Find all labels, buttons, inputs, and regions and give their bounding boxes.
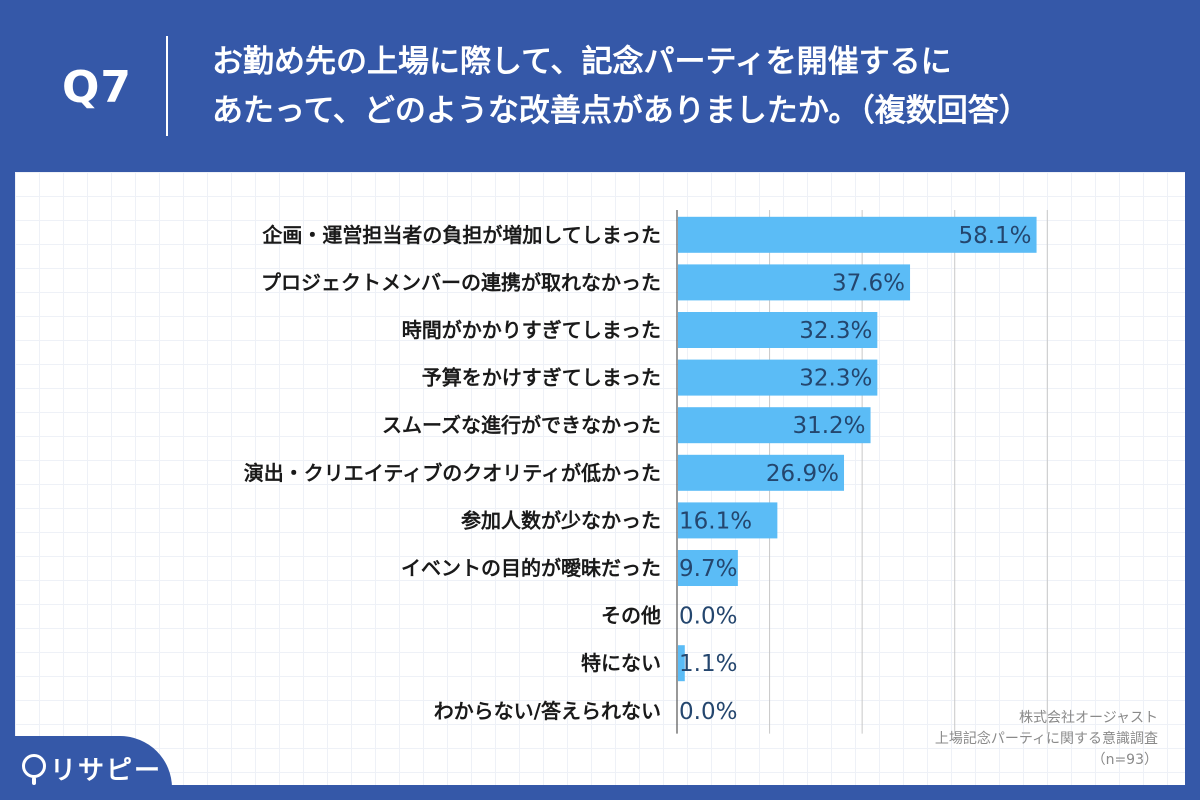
category-label: プロジェクトメンバーの連携が取れなかった [261, 270, 661, 294]
brand-logo: リサピー [0, 736, 172, 800]
value-label: 0.0% [679, 604, 737, 630]
category-label: わからない/答えられない [434, 699, 661, 723]
value-label: 58.1% [958, 223, 1031, 249]
source-company: 株式会社オージャスト [1018, 710, 1158, 726]
bar [678, 550, 738, 586]
header-divider [166, 36, 168, 136]
value-label: 9.7% [679, 556, 737, 582]
value-label: 16.1% [679, 508, 752, 534]
category-label: 予算をかけすぎてしまった [422, 366, 661, 390]
logo-text: リサピー [50, 756, 163, 786]
value-label: 1.1% [679, 651, 737, 677]
category-label: その他 [601, 604, 661, 628]
category-label: イベントの目的が曖昧だった [401, 556, 661, 580]
question-line-2: あたって、どのような改善点がありましたか。（複数回答） [212, 93, 1030, 129]
bar [678, 359, 878, 396]
value-label: 31.2% [792, 413, 865, 439]
category-label: 特にない [581, 651, 661, 675]
bar [678, 645, 685, 682]
question-number: Q7 [62, 62, 133, 113]
chart-panel: 企画・運営担当者の負担が増加してしまった 58.1% プロジェクトメンバーの連携が取… [15, 172, 1185, 785]
bar-chart: 企画・運営担当者の負担が増加してしまった 58.1% プロジェクトメンバーの連携が取… [244, 210, 1048, 734]
bar [678, 264, 911, 301]
category-label: 企画・運営担当者の負担が増加してしまった [261, 223, 661, 247]
value-label: 37.6% [832, 270, 905, 296]
question-header: Q7 お勤め先の上場に際して、記念パーティを開催するに あたって、どのような改善… [0, 0, 1200, 170]
value-label: 32.3% [799, 318, 872, 344]
value-label: 26.9% [766, 461, 839, 487]
source-note: 株式会社オージャスト 上場記念パーティに関する意識調査 （n=93） [935, 708, 1158, 771]
bar [678, 454, 845, 491]
category-label: 参加人数が少なかった [461, 508, 661, 532]
category-label: 演出・クリエイティブのクオリティが低かった [244, 461, 661, 485]
question-text: お勤め先の上場に際して、記念パーティを開催するに あたって、どのような改善点があ… [212, 38, 1172, 136]
category-label: スムーズな進行ができなかった [382, 413, 661, 437]
source-survey: 上場記念パーティに関する意識調査 [934, 731, 1158, 747]
bar [678, 407, 871, 444]
source-sample-size: （n=93） [1091, 752, 1158, 768]
bar [678, 312, 878, 348]
pin-icon [22, 754, 46, 785]
category-label: 時間がかかりすぎてしまった [402, 318, 661, 342]
value-label: 0.0% [679, 699, 737, 725]
bar [678, 502, 778, 539]
value-label: 32.3% [799, 366, 872, 392]
bar [678, 216, 1037, 253]
question-line-1: お勤め先の上場に際して、記念パーティを開催するに [212, 44, 952, 80]
